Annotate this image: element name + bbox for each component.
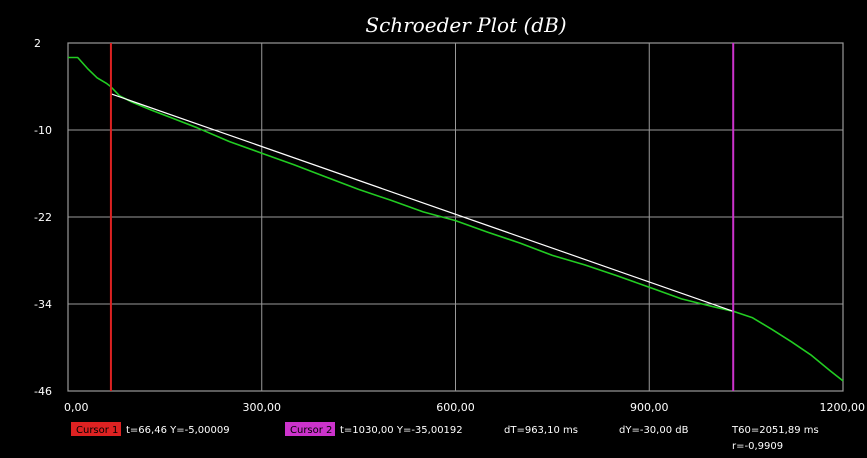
cursor1-readout: t=66,46 Y=-5,00009 xyxy=(126,425,230,436)
cursor1-badge[interactable] xyxy=(71,422,121,436)
regression-fit-line xyxy=(110,93,734,312)
cursor1-label: Cursor 1 xyxy=(76,425,118,436)
x-tick-label: 900,00 xyxy=(630,401,669,414)
x-tick-label: 600,00 xyxy=(436,401,475,414)
cursor2-readout: t=1030,00 Y=-35,00192 xyxy=(340,425,463,436)
t60-readout: T60=2051,89 ms xyxy=(731,425,819,436)
correlation-readout: r=-0,9909 xyxy=(732,441,783,452)
cursor2-label: Cursor 2 xyxy=(290,425,332,436)
chart-title: Schroeder Plot (dB) xyxy=(365,13,566,37)
decay-curve-line xyxy=(68,56,844,382)
delta-y-readout: dY=-30,00 dB xyxy=(619,425,689,436)
y-axis-ticks: 2 -10 -22 -34 -46 xyxy=(34,37,52,398)
y-tick-label: 2 xyxy=(34,37,41,50)
y-tick-label: -34 xyxy=(34,298,52,311)
cursors[interactable] xyxy=(109,43,735,391)
x-tick-label: 1200,00 xyxy=(820,401,866,414)
x-tick-label: 0,00 xyxy=(64,401,89,414)
x-tick-label: 300,00 xyxy=(243,401,282,414)
series xyxy=(68,56,844,382)
delta-t-readout: dT=963,10 ms xyxy=(504,425,578,436)
grid xyxy=(67,42,844,392)
y-tick-label: -22 xyxy=(34,211,52,224)
y-tick-label: -10 xyxy=(34,124,52,137)
cursor2-badge[interactable] xyxy=(285,422,335,436)
y-tick-label: -46 xyxy=(34,385,52,398)
x-axis-ticks: 0,00 300,00 600,00 900,00 1200,00 xyxy=(64,401,865,414)
